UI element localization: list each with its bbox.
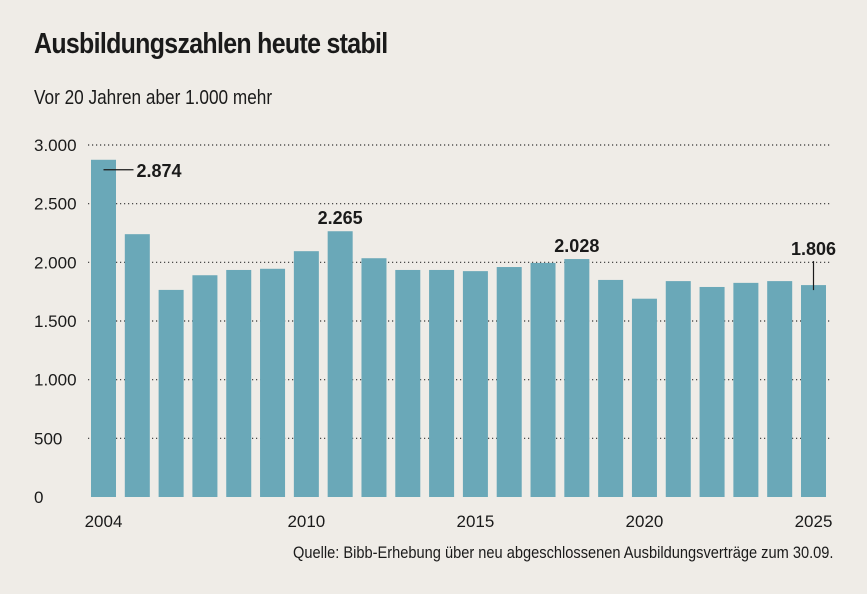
y-tick-label: 3.000 [34, 136, 77, 155]
data-label: 2.265 [318, 208, 363, 228]
bar-2025 [801, 285, 826, 497]
bar-2005 [124, 234, 150, 497]
bar-2019 [598, 279, 624, 497]
bar-2018 [564, 259, 590, 497]
bar-2009 [260, 268, 286, 497]
x-tick-label: 2020 [626, 512, 664, 531]
x-tick-label: 2025 [795, 512, 833, 531]
x-tick-label: 2010 [287, 512, 325, 531]
bar-2024 [767, 281, 793, 497]
y-tick-label: 2.500 [34, 195, 77, 214]
data-label: 1.806 [791, 239, 836, 259]
chart-title: Ausbildungszahlen heute stabil [34, 28, 388, 60]
bar-2004 [91, 159, 116, 497]
bar-2006 [158, 289, 184, 497]
bar-2022 [699, 286, 725, 497]
bar-2010 [293, 251, 319, 497]
bar-2008 [226, 269, 252, 497]
data-label: 2.874 [137, 161, 182, 181]
x-tick-label: 2015 [456, 512, 494, 531]
y-tick-label: 2.000 [34, 253, 77, 272]
bar-2007 [192, 275, 218, 497]
bar-2017 [530, 262, 556, 497]
source-note: Quelle: Bibb-Erhebung über neu abgeschlo… [292, 543, 833, 562]
bar-2016 [496, 267, 522, 497]
data-label: 2.028 [554, 236, 599, 256]
chart-subtitle: Vor 20 Jahren aber 1.000 mehr [34, 87, 273, 109]
bar-2023 [733, 282, 759, 497]
bar-2012 [361, 258, 387, 497]
bar-2013 [395, 269, 421, 497]
bar-2014 [429, 269, 455, 497]
bar-2021 [665, 281, 691, 497]
bar-2015 [462, 271, 488, 497]
bar-2020 [631, 298, 657, 497]
y-tick-label: 0 [34, 488, 43, 507]
y-tick-label: 1.500 [34, 312, 77, 331]
y-tick-label: 1.000 [34, 371, 77, 390]
x-tick-label: 2004 [85, 512, 123, 531]
y-tick-label: 500 [34, 429, 62, 448]
bar-2011 [327, 231, 353, 498]
